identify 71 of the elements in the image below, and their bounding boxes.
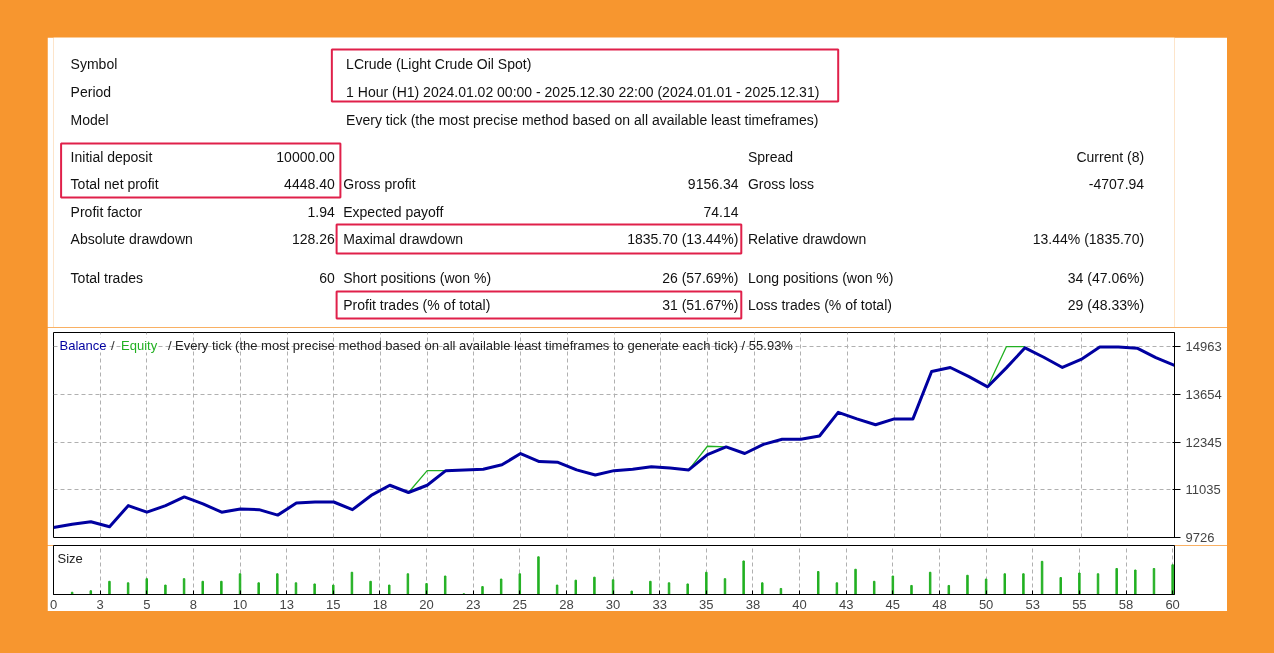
text: Period — [70, 83, 112, 100]
y-tick-label: 14963 — [1185, 339, 1222, 355]
x-tick-label: 60 — [1165, 596, 1180, 612]
chart-title: / Every tick (the most precise method based on all available least timeframes to generate each tick) / 55.93% — [167, 337, 794, 353]
x-tick-label: 5 — [143, 596, 151, 612]
y-tick-label: 11035 — [1185, 482, 1221, 498]
x-tick-label: 0 — [49, 596, 58, 612]
text: Model — [70, 111, 109, 128]
x-tick-label: 10 — [232, 596, 248, 612]
x-tick-label: 8 — [189, 596, 198, 612]
text: 13.44% (1835.70) — [1032, 230, 1145, 247]
chart-title: Size — [57, 550, 83, 566]
text: Loss trades (% of total) — [747, 296, 892, 313]
y-tick-label: 13654 — [1185, 386, 1222, 402]
text: Total net profit — [70, 175, 159, 192]
text: 1 Hour (H1) 2024.01.02 00:00 - 2025.12.30 22:00 (2024.01.01 - 2025.12.31) — [346, 83, 820, 100]
text: Every tick (the most precise method based on all available least timeframes) — [346, 111, 819, 128]
text: Spread — [747, 148, 794, 165]
text: 34 (47.06%) — [1067, 269, 1145, 286]
text: Profit trades (% of total) — [343, 296, 491, 313]
x-tick-label: 53 — [1025, 596, 1040, 612]
x-tick-label: 30 — [605, 596, 621, 612]
annotation: / — [111, 337, 116, 353]
text: Long positions (won %) — [747, 269, 894, 286]
x-tick-label: 28 — [559, 596, 574, 612]
text: -4707.94 — [1088, 175, 1145, 192]
text: LCrude (Light Crude Oil Spot) — [346, 55, 532, 72]
text: Short positions (won %) — [343, 269, 492, 286]
text: Current (8) — [1076, 148, 1145, 165]
text: Absolute drawdown — [70, 230, 193, 247]
x-tick-label: 20 — [419, 596, 434, 612]
text: 31 (51.67%) — [662, 296, 739, 313]
text: Initial deposit — [70, 148, 153, 165]
text: 10000.00 — [276, 148, 335, 165]
text: Balance — [59, 337, 107, 353]
text: 4448.40 — [284, 175, 335, 192]
x-tick-label: 50 — [978, 596, 994, 612]
x-tick-label: 40 — [792, 596, 807, 612]
x-tick-label: 25 — [512, 596, 528, 612]
text: Gross profit — [343, 175, 416, 192]
text: 74.14 — [703, 203, 739, 220]
x-tick-label: 18 — [372, 596, 388, 612]
text: 26 (57.69%) — [662, 269, 739, 286]
x-tick-label: 23 — [465, 596, 481, 612]
x-tick-label: 35 — [699, 596, 714, 612]
x-tick-label: 3 — [96, 596, 104, 612]
text: Expected payoff — [343, 203, 444, 220]
text: Symbol — [70, 55, 118, 72]
text: Relative drawdown — [747, 230, 867, 247]
x-tick-label: 15 — [326, 596, 341, 612]
x-tick-label: 43 — [838, 596, 854, 612]
text: 60 — [319, 269, 335, 286]
text: 1.94 — [307, 203, 335, 220]
x-tick-label: 33 — [652, 596, 667, 612]
text: 9156.34 — [687, 175, 739, 192]
text: Maximal drawdown — [343, 230, 464, 247]
text: Gross loss — [747, 175, 815, 192]
text: 29 (48.33%) — [1067, 296, 1145, 313]
x-tick-label: 13 — [279, 596, 294, 612]
text: 1835.70 (13.44%) — [627, 230, 739, 247]
y-tick-label: 9726 — [1185, 530, 1215, 545]
y-tick-label: 12345 — [1185, 434, 1222, 450]
x-tick-label: 48 — [932, 596, 947, 612]
x-tick-label: 58 — [1118, 596, 1134, 612]
x-tick-label: 55 — [1072, 596, 1087, 612]
text: 128.26 — [291, 230, 335, 247]
text: Total trades — [70, 269, 143, 286]
text: Equity — [121, 337, 158, 353]
text: Profit factor — [70, 203, 143, 220]
x-tick-label: 38 — [745, 596, 761, 612]
x-tick-label: 45 — [885, 596, 901, 612]
